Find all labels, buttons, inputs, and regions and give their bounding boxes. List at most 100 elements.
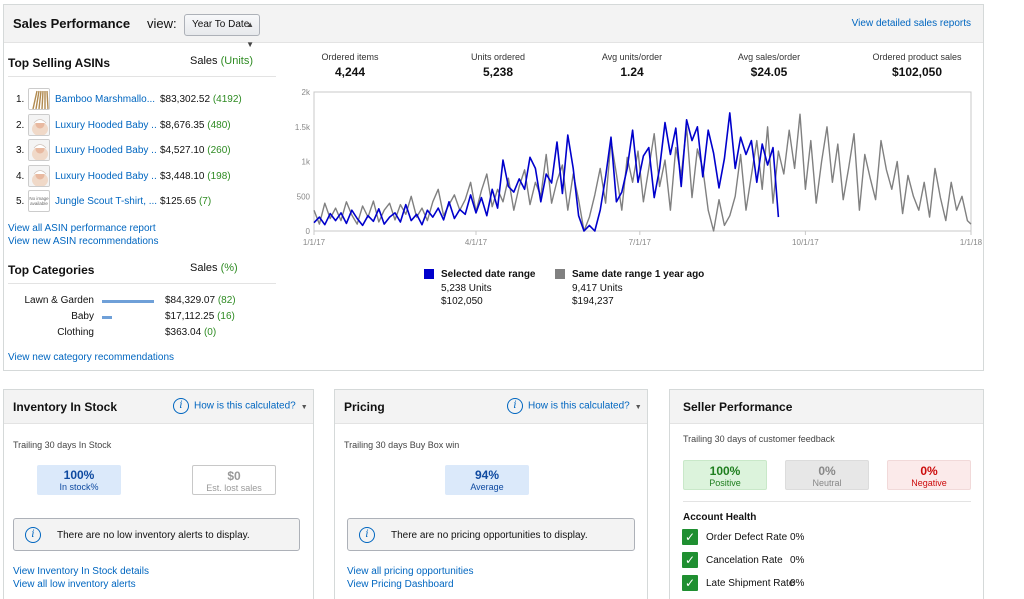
metric-value: 5,238: [482, 65, 514, 79]
view-new-category-recommendations-link[interactable]: View new category recommendations: [8, 352, 175, 363]
info-icon: i: [25, 527, 41, 543]
legend-previous-range: Same date range 1 year ago 9,417 Units $…: [555, 269, 725, 313]
asin-product-link[interactable]: Luxury Hooded Baby ...: [55, 145, 157, 156]
select-arrows-icon: ▲ ▼: [246, 20, 254, 49]
view-pricing-dashboard-link[interactable]: View Pricing Dashboard: [347, 579, 454, 590]
asin-product-link[interactable]: Luxury Hooded Baby ...: [55, 170, 157, 182]
category-sales-column-label: Sales: [190, 262, 218, 274]
metric-units-ordered: Units ordered 5,238: [438, 52, 558, 79]
inventory-how-calculated[interactable]: i How is this calculated? ▼: [173, 398, 308, 414]
health-metric-name: Order Defect Rate: [706, 532, 788, 543]
legend-sales: $194,237: [572, 296, 614, 307]
metric-value: 1.24: [620, 65, 644, 79]
asin-row: 1. Bamboo Marshmallo... $83,302.52 (4192): [14, 88, 284, 110]
asin-sales-column-label: Sales: [190, 55, 218, 67]
health-metric-value: 0%: [790, 578, 805, 589]
product-thumbnail-image[interactable]: [28, 113, 50, 136]
product-thumbnail-image[interactable]: [28, 88, 50, 110]
asin-sales-amount: $8,676.35: [160, 119, 205, 131]
view-new-asin-recommendations-link[interactable]: View new ASIN recommendations: [8, 236, 159, 247]
asin-units: (260): [207, 145, 231, 156]
neutral-value: 0%: [818, 464, 836, 478]
y-tick-label: 1k: [302, 158, 311, 167]
asin-sales-value: $3,448.10 (198): [160, 171, 231, 182]
asin-sales-amount: $3,448.10: [160, 170, 205, 182]
est-lost-sales-box: $0 Est. lost sales: [192, 465, 276, 495]
negative-value: 0%: [920, 464, 938, 478]
asin-row: 2. Luxury Hooded Baby ... $8,676.35 (480): [14, 113, 284, 136]
metric-avg-sales-order: Avg sales/order $24.05: [709, 52, 829, 79]
view-all-asin-report-link[interactable]: View all ASIN performance report: [8, 223, 156, 234]
info-icon: i: [359, 527, 375, 543]
view-period-selected: Year To Date: [192, 19, 250, 30]
series-line-previous-year: [313, 113, 972, 232]
asin-sales-amount: $83,302.52: [160, 94, 211, 105]
view-inventory-details-link[interactable]: View Inventory In Stock details: [13, 566, 149, 577]
sales-line-chart: 0 500 1k 1.5k 2k 1/1/17 4/1/17 7/1/17 10/1/17 1/1…: [295, 88, 983, 247]
category-share-bar: [102, 300, 154, 303]
pricing-trailing-label: Trailing 30 days Buy Box win: [344, 440, 460, 450]
x-tick-label: 1/1/18: [960, 238, 983, 247]
product-thumbnail-image[interactable]: [28, 164, 50, 187]
y-tick-label: 1.5k: [295, 123, 311, 132]
category-row: Lawn & Garden $84,329.07 (82): [14, 295, 284, 309]
category-sales-amount: $84,329.07: [165, 295, 216, 306]
inventory-panel-header: Inventory In Stock i How is this calculat…: [4, 390, 313, 424]
checkmark-icon: ✓: [682, 575, 698, 591]
sales-performance-panel: Sales Performance view: Year To Date ▲ ▼ …: [3, 4, 984, 371]
product-thumbnail-image[interactable]: No image available: [28, 190, 50, 212]
pricing-panel: Pricing i How is this calculated? ▼ Traili…: [334, 389, 648, 599]
category-sales-amount: $17,112.25: [165, 311, 215, 322]
metric-value: $102,050: [891, 65, 943, 79]
info-icon: i: [507, 398, 523, 414]
how-calculated-link[interactable]: How is this calculated?: [194, 400, 296, 412]
info-icon: i: [173, 398, 189, 414]
asin-sales-value: $83,302.52 (4192): [160, 94, 242, 105]
asin-rank: 4.: [16, 170, 25, 182]
pricing-panel-title: Pricing: [344, 400, 385, 414]
asin-product-link[interactable]: Luxury Hooded Baby ...: [55, 119, 157, 131]
checkmark-icon: ✓: [682, 552, 698, 568]
sales-performance-header: Sales Performance view: Year To Date ▲ ▼ …: [4, 5, 983, 49]
view-pricing-opportunities-link[interactable]: View all pricing opportunities: [347, 566, 474, 577]
how-calculated-link[interactable]: How is this calculated?: [528, 400, 630, 412]
asin-units: (7): [198, 196, 212, 207]
positive-value: 100%: [709, 464, 741, 478]
metric-label: Ordered items: [321, 52, 379, 62]
asin-sales-amount: $125.65: [160, 196, 197, 207]
view-detailed-sales-link[interactable]: View detailed sales reports: [851, 18, 971, 29]
asin-product-link[interactable]: Bamboo Marshmallo...: [55, 94, 156, 105]
lost-sales-value: $0: [227, 469, 241, 483]
seller-panel-title: Seller Performance: [683, 400, 793, 414]
legend-name: Same date range 1 year ago: [572, 269, 705, 280]
asin-units-column-label: (Units): [220, 55, 253, 67]
asin-units: (4192): [212, 94, 242, 105]
asin-sales-amount: $4,527.10: [160, 145, 205, 156]
category-sales-value: $84,329.07 (82): [165, 295, 236, 306]
account-health-title: Account Health: [683, 512, 757, 523]
in-stock-percent-box: 100% In stock%: [37, 465, 121, 495]
category-pct: (16): [217, 311, 235, 322]
top-categories-title: Top Categories: [8, 263, 95, 277]
inventory-trailing-label: Trailing 30 days In Stock: [13, 440, 112, 450]
asin-product-link[interactable]: Jungle Scout T-shirt, ...: [55, 196, 157, 207]
asin-row: 5. No image available Jungle Scout T-shirt…: [14, 190, 284, 212]
checkmark-icon: ✓: [682, 529, 698, 545]
asin-sales-value: $4,527.10 (260): [160, 145, 231, 156]
lost-sales-label: Est. lost sales: [206, 483, 262, 493]
view-low-inventory-alerts-link[interactable]: View all low inventory alerts: [13, 579, 136, 590]
divider: [683, 501, 971, 502]
y-tick-label: 500: [297, 192, 311, 201]
pricing-how-calculated[interactable]: i How is this calculated? ▼: [507, 398, 642, 414]
category-name: Baby: [71, 311, 94, 322]
top-selling-asins-title: Top Selling ASINs: [8, 56, 111, 70]
product-thumbnail-image[interactable]: [28, 139, 50, 161]
view-label: view:: [147, 16, 177, 31]
in-stock-label: In stock%: [59, 482, 99, 492]
legend-selected-range: Selected date range 5,238 Units $102,050: [424, 269, 554, 313]
view-period-select[interactable]: Year To Date ▲ ▼: [184, 14, 260, 49]
seller-trailing-label: Trailing 30 days of customer feedback: [683, 434, 835, 444]
x-tick-label: 4/1/17: [465, 238, 488, 247]
asin-units: (198): [207, 170, 231, 182]
asin-sales-value: $125.65 (7): [160, 196, 211, 207]
